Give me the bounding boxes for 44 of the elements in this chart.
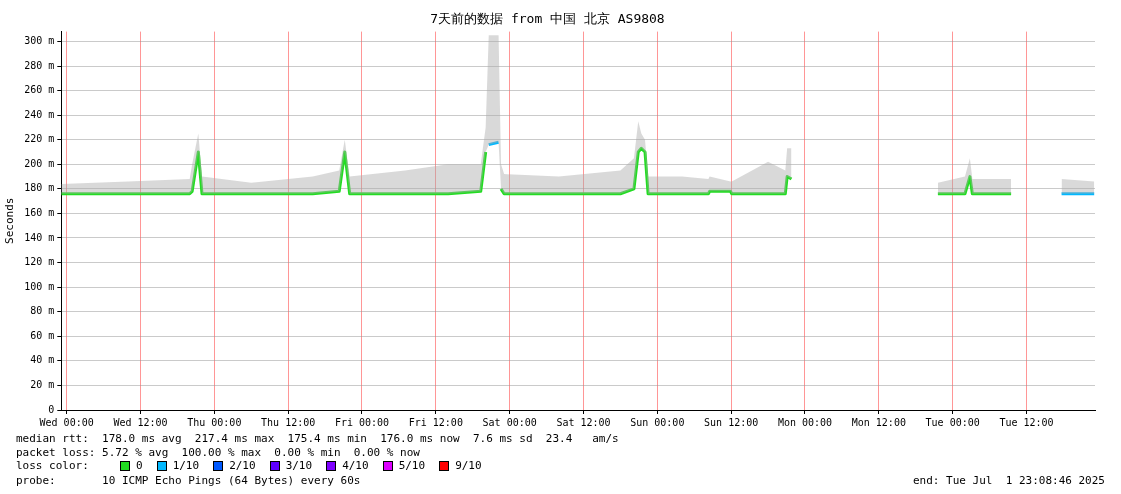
y-tick-label: 300 m (24, 35, 55, 47)
chart-title: 7天前的数据 from 中国 北京 AS9808 (430, 11, 665, 27)
y-tick-label: 0 (48, 403, 55, 415)
y-tick-label: 120 m (24, 256, 55, 268)
text: median rtt: 178.0 ms avg 217.4 ms max 175.4 ms min 176.0 ms now 7.6 ms sd 23.4 am/s (16, 432, 619, 445)
text: probe: 10 ICMP Echo Pings (64 Bytes) every 60s (16, 474, 361, 487)
legend-label: 2/10 (229, 459, 256, 472)
y-tick-label: 220 m (24, 133, 55, 145)
y-tick-label: 280 m (24, 59, 55, 71)
y-tick-label: 260 m (24, 84, 55, 96)
y-tick-label: 20 m (30, 379, 55, 391)
legend-label: 4/10 (342, 459, 369, 472)
legend-label: 3/10 (285, 459, 313, 472)
x-tick-label: Wed 12:00 (113, 416, 168, 428)
x-tick-label: Sat 12:00 (556, 416, 611, 428)
text: packet loss: 5.72 % avg 100.00 % max 0.00 % min 0.00 % now (16, 446, 420, 459)
x-tick-label: Sun 12:00 (704, 416, 759, 428)
x-tick-label: Fri 00:00 (334, 416, 390, 428)
x-tick-label: Wed 00:00 (39, 416, 94, 428)
y-tick-label: 40 m (30, 354, 55, 366)
y-tick-label: 180 m (24, 182, 55, 194)
legend-label: 1/10 (172, 459, 200, 472)
legend-title: loss color: (16, 459, 90, 472)
y-tick-label: 60 m (30, 329, 55, 341)
x-tick-label: Fri 12:00 (408, 416, 463, 428)
y-tick-label: 240 m (24, 108, 55, 120)
y-tick-label: 140 m (24, 231, 55, 243)
y-tick-label: 160 m (24, 207, 55, 219)
y-axis-title: Seconds (3, 197, 17, 244)
x-tick-label: Tue 12:00 (999, 416, 1054, 428)
x-tick-label: Thu 12:00 (261, 416, 316, 428)
x-tick-label: Thu 00:00 (187, 416, 242, 428)
y-tick-label: 100 m (24, 280, 55, 292)
x-tick-label: Mon 12:00 (851, 416, 906, 428)
legend-label: 9/10 (455, 459, 482, 472)
x-tick-label: Tue 00:00 (925, 416, 980, 428)
x-tick-label: Sat 00:00 (482, 416, 537, 428)
x-tick-label: Mon 00:00 (777, 416, 833, 428)
legend-label: 0 (136, 459, 143, 472)
y-tick-label: 200 m (24, 157, 55, 169)
legend-label: 5/10 (398, 459, 426, 472)
y-tick-label: 80 m (30, 305, 55, 317)
text: end: Tue Jul 1 23:08:46 2025 (912, 474, 1105, 487)
x-tick-label: Sun 00:00 (630, 416, 685, 428)
